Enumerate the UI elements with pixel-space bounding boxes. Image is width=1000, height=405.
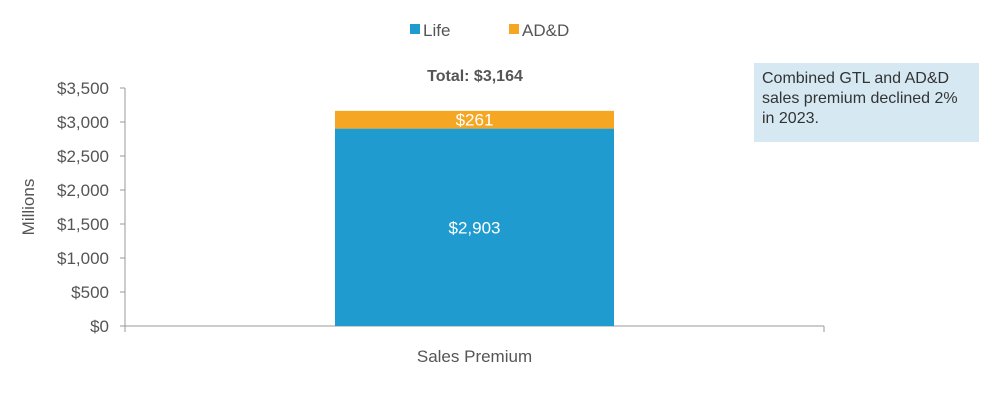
bar-segment-ad-d	[335, 110, 614, 129]
x-category-label: Sales Premium	[417, 347, 532, 366]
data-label-ad-d: $261	[456, 111, 494, 130]
legend: Life AD&D	[410, 21, 569, 40]
y-tick-label: $0	[90, 317, 109, 336]
y-tick-label: $2,500	[57, 147, 109, 166]
y-tick-label: $2,000	[57, 181, 109, 200]
data-label-life: $2,903	[449, 218, 501, 237]
y-tick-label: $1,500	[57, 215, 109, 234]
total-label: Total: $3,164	[427, 68, 523, 85]
y-tick-label: $1,000	[57, 249, 109, 268]
bar-segment-life	[335, 128, 614, 326]
legend-label: Life	[423, 21, 450, 40]
legend-swatch	[509, 24, 519, 34]
legend-swatch	[410, 24, 420, 34]
bars: $2,903 $261	[335, 111, 614, 326]
y-tick-label: $3,500	[57, 79, 109, 98]
y-tick-label: $500	[71, 283, 109, 302]
annotation-note: Combined GTL and AD&D sales premium decl…	[754, 63, 979, 142]
y-axis-title: Millions	[19, 179, 38, 236]
y-axis: $0 $500 $1,000 $1,500 $2,000 $2,500 $3,000 $3,5…	[57, 79, 126, 336]
legend-label: AD&D	[522, 21, 569, 40]
x-axis: Sales Premium	[124, 325, 825, 366]
y-tick-label: $3,000	[57, 113, 109, 132]
